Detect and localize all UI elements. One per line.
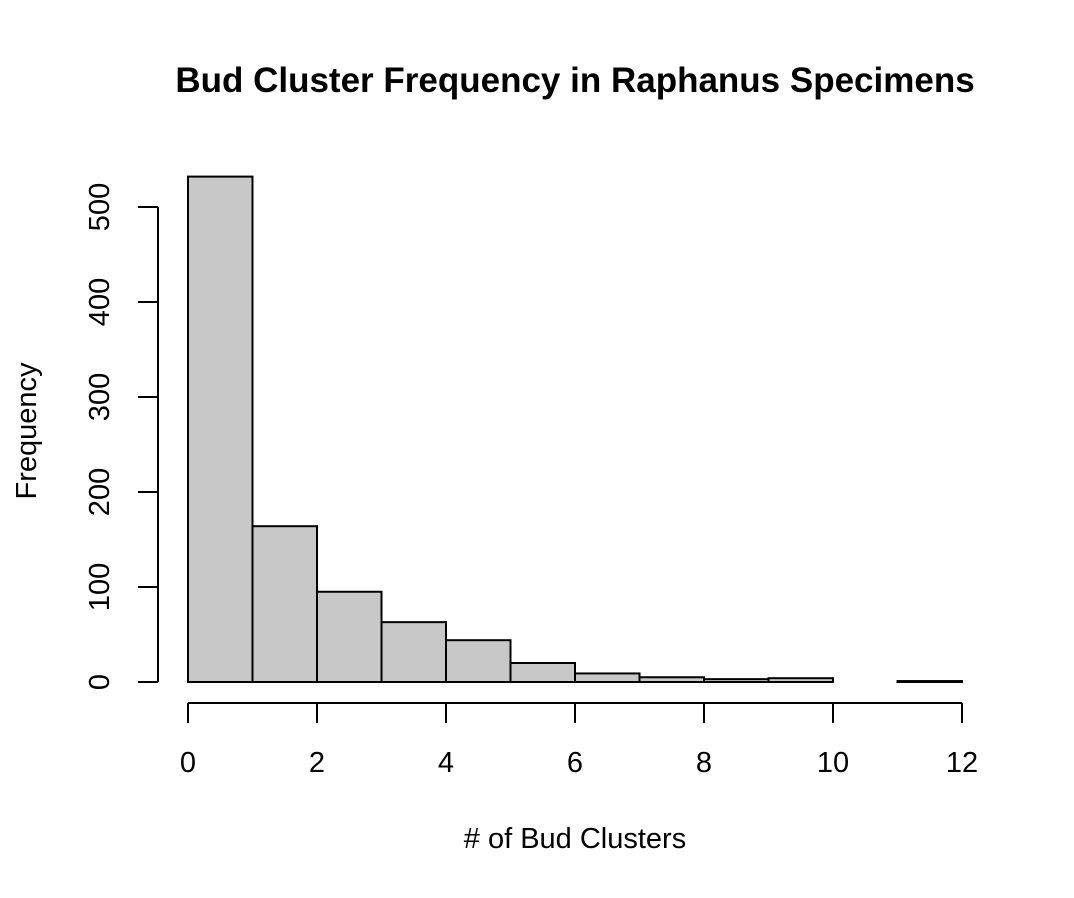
histogram-bar	[380, 621, 447, 684]
histogram-bar	[638, 676, 705, 683]
histogram-bar	[767, 677, 834, 684]
x-tick-label: 0	[180, 747, 196, 779]
histogram-bar	[896, 680, 963, 683]
y-axis: 0 100 200 300 400 500	[84, 183, 159, 690]
x-tick-label: 8	[696, 747, 712, 779]
chart-title: Bud Cluster Frequency in Raphanus Specim…	[175, 61, 974, 100]
x-tick-label: 2	[309, 747, 325, 779]
histogram-bar	[187, 175, 254, 683]
bars-group	[187, 175, 963, 684]
x-tick-label: 6	[567, 747, 583, 779]
x-tick-label: 4	[438, 747, 454, 779]
y-axis-label: Frequency	[11, 362, 43, 500]
histogram-bar	[251, 525, 318, 684]
y-tick-label: 300	[84, 373, 116, 421]
histogram-bar	[574, 672, 641, 684]
y-tick-label: 400	[84, 278, 116, 326]
x-tick-label: 10	[817, 747, 849, 779]
x-tick-label: 12	[946, 747, 978, 779]
histogram-bar	[509, 662, 576, 683]
histogram-bar	[703, 678, 770, 684]
y-tick-label: 200	[84, 468, 116, 516]
y-tick-label: 500	[84, 183, 116, 231]
y-tick-label: 0	[84, 674, 116, 690]
x-axis-label: # of Bud Clusters	[464, 823, 686, 855]
y-tick-label: 100	[84, 563, 116, 611]
histogram-bar	[445, 639, 512, 684]
x-axis: 0 2 4 6 8 10 12	[180, 702, 978, 779]
histogram-bar	[316, 590, 383, 683]
